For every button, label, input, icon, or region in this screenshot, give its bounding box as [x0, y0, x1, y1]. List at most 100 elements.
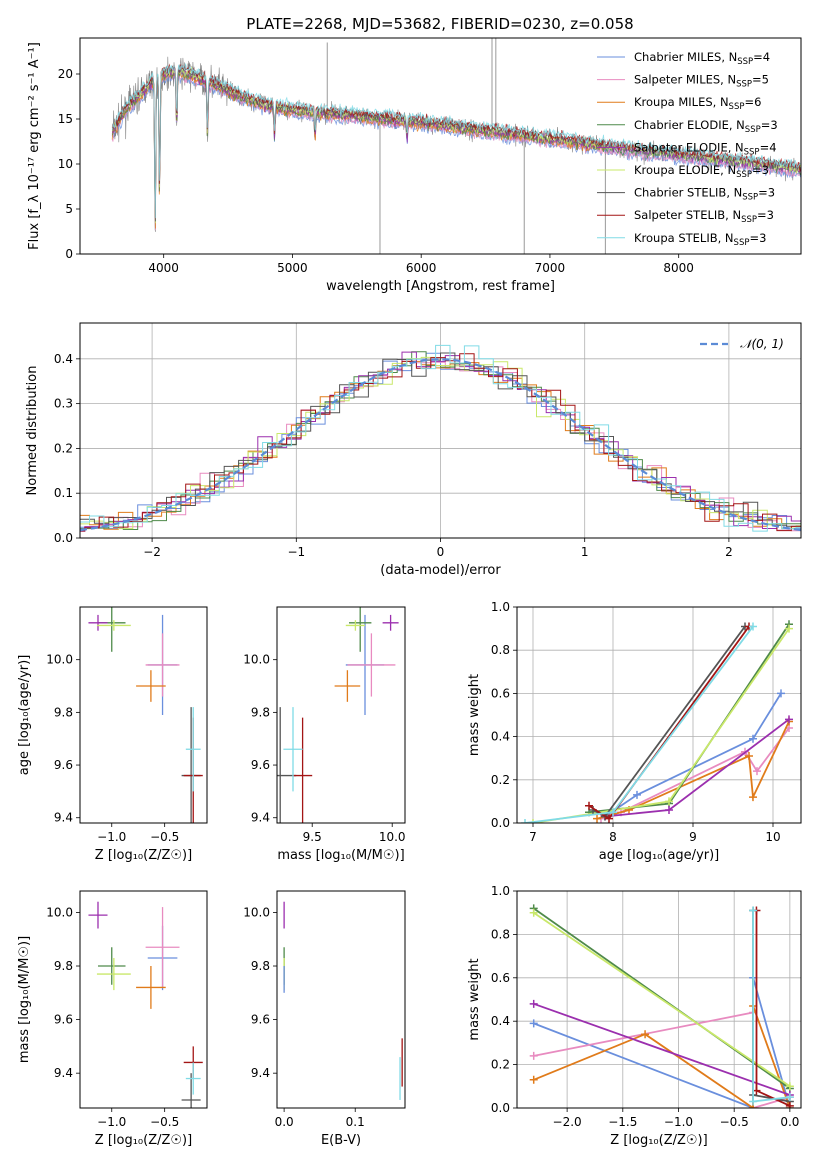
legend-label: Chabrier STELIB, NSSP=3	[634, 186, 775, 203]
y-tick-label: 9.4	[54, 811, 73, 825]
x-tick-label: −2.0	[553, 1115, 582, 1129]
y-tick-label: 0.2	[491, 1058, 510, 1072]
y-tick-label: 0.6	[491, 686, 510, 700]
y-tick-label: 0.4	[491, 1014, 510, 1028]
plot-area	[111, 38, 801, 254]
y-tick-label: 9.4	[251, 1066, 270, 1080]
x-tick-label: −0.5	[150, 1115, 179, 1129]
x-tick-label: 4000	[148, 261, 179, 275]
legend-subscript: SSP	[734, 238, 750, 248]
plot-area	[277, 607, 399, 823]
legend-label: Salpeter ELODIE, NSSP=4	[634, 140, 777, 157]
series-marker	[529, 999, 538, 1008]
y-tick-label: 9.8	[251, 705, 270, 719]
x-tick-label: −2	[143, 545, 161, 559]
series-marker	[633, 790, 641, 799]
series-marker	[585, 801, 593, 810]
legend-label: Chabrier MILES, NSSP=4	[634, 50, 770, 67]
y-tick-label: 9.8	[251, 959, 270, 973]
x-axis-label: Z [log₁₀(Z/Z☉)]	[95, 848, 192, 863]
axes-frame	[79, 322, 802, 539]
model-spectrum-kroupa-elodie	[112, 66, 801, 224]
series-marker	[609, 808, 617, 817]
x-tick-label: 0	[437, 545, 445, 559]
y-tick-label: 0.3	[54, 397, 73, 411]
x-tick-label: 8	[609, 830, 617, 844]
x-tick-label: 7000	[535, 261, 566, 275]
x-tick-label: 9.5	[303, 830, 322, 844]
y-tick-label: 0.6	[491, 971, 510, 985]
axes-frame	[276, 606, 406, 824]
x-tick-label: −0.5	[150, 830, 179, 844]
x-tick-label: 10.0	[379, 830, 406, 844]
x-axis-label: (data-model)/error	[380, 563, 501, 578]
legend-label: Kroupa ELODIE, NSSP=3	[634, 163, 769, 180]
axes-frame	[516, 606, 802, 824]
x-tick-label: 8000	[663, 261, 694, 275]
legend-subscript: SSP	[737, 57, 753, 67]
spectrum-legend: Chabrier MILES, NSSP=4 Salpeter MILES, NS…	[597, 50, 778, 248]
y-tick-label: 5	[65, 202, 73, 216]
x-tick-label: 10	[765, 830, 780, 844]
axes-frame	[79, 606, 208, 824]
legend-subscript: SSP	[729, 102, 745, 112]
y-tick-label: 10.0	[243, 905, 270, 919]
series-marker	[785, 624, 793, 633]
series-marker	[665, 797, 673, 806]
series-marker	[785, 1082, 794, 1091]
legend-suffix: =6	[744, 95, 761, 109]
axes-frame	[516, 890, 802, 1109]
series-marker	[749, 906, 758, 915]
series-marker	[641, 1030, 650, 1039]
x-axis-label: E(B-V)	[321, 1133, 361, 1148]
series-marker	[753, 767, 761, 776]
series-marker	[529, 819, 537, 823]
series-line-salpeter-elodie	[533, 1002, 791, 1096]
x-axis-label: mass [log₁₀(M/M☉)]	[277, 848, 404, 863]
series-marker	[749, 622, 757, 631]
y-tick-label: 0.0	[54, 531, 73, 545]
legend-subscript: SSP	[742, 193, 758, 203]
plot-area	[88, 607, 203, 823]
y-axis-label: mass [log₁₀(M/M☉)]	[17, 936, 32, 1063]
axes-frame	[79, 890, 208, 1109]
panel-mass-weight-vs-Z: −2.0 −1.5 −1.0 −0.5 0.0 0.0 0.2 0.4 0.6 0.8 1.0 Z […	[467, 884, 802, 1148]
axes-frame	[79, 37, 802, 255]
model-spectrum-kroupa-stelib	[111, 63, 801, 219]
legend-label: Salpeter STELIB, NSSP=3	[634, 208, 774, 225]
y-axis-label: age [log₁₀(age/yr)]	[17, 655, 32, 776]
legend-suffix: =5	[752, 73, 769, 87]
panel-mass-weight-vs-age: 7 8 9 10 0.0 0.2 0.4 0.6 0.8 1.0 age [log₁₀(age/yr…	[467, 600, 802, 863]
y-tick-label: 1.0	[491, 600, 510, 614]
y-tick-label: 0.1	[54, 486, 73, 500]
y-tick-label: 0.2	[491, 773, 510, 787]
x-tick-label: 9	[689, 830, 697, 844]
series-marker	[749, 1097, 758, 1106]
legend-subscript: SSP	[736, 170, 752, 180]
y-tick-label: 9.8	[54, 959, 73, 973]
legend-label: Chabrier ELODIE, NSSP=3	[634, 118, 778, 135]
plot-area	[80, 344, 801, 538]
y-tick-label: 9.6	[54, 1013, 73, 1027]
x-tick-label: 0.0	[275, 1115, 294, 1129]
series-marker	[777, 689, 785, 698]
series-marker	[529, 908, 538, 917]
normal-curve	[80, 358, 801, 532]
histogram-chabrier-stelib	[80, 352, 801, 538]
legend-suffix: =4	[753, 50, 770, 64]
legend-label: Salpeter MILES, NSSP=5	[634, 73, 769, 90]
y-tick-label: 9.4	[251, 811, 270, 825]
y-tick-label: 0.8	[491, 643, 510, 657]
y-tick-label: 0.4	[491, 730, 510, 744]
legend-suffix: =3	[758, 186, 775, 200]
series-marker	[529, 1019, 538, 1028]
panel-histogram: −2 −1 0 1 2 0.0 0.1 0.2 0.3 0.4 (data-model)/error…	[25, 322, 802, 578]
y-tick-label: 9.4	[54, 1066, 73, 1080]
series-marker	[785, 1093, 794, 1102]
x-tick-label: −1.0	[664, 1115, 693, 1129]
panel-mass-vs-Z: −1.0 −0.5 9.4 9.6 9.8 10.0 Z [log₁₀(Z/Z☉)] mass…	[17, 890, 208, 1148]
y-tick-label: 1.0	[491, 884, 510, 898]
plot-area	[529, 904, 794, 1108]
x-tick-label: 0.0	[780, 1115, 799, 1129]
